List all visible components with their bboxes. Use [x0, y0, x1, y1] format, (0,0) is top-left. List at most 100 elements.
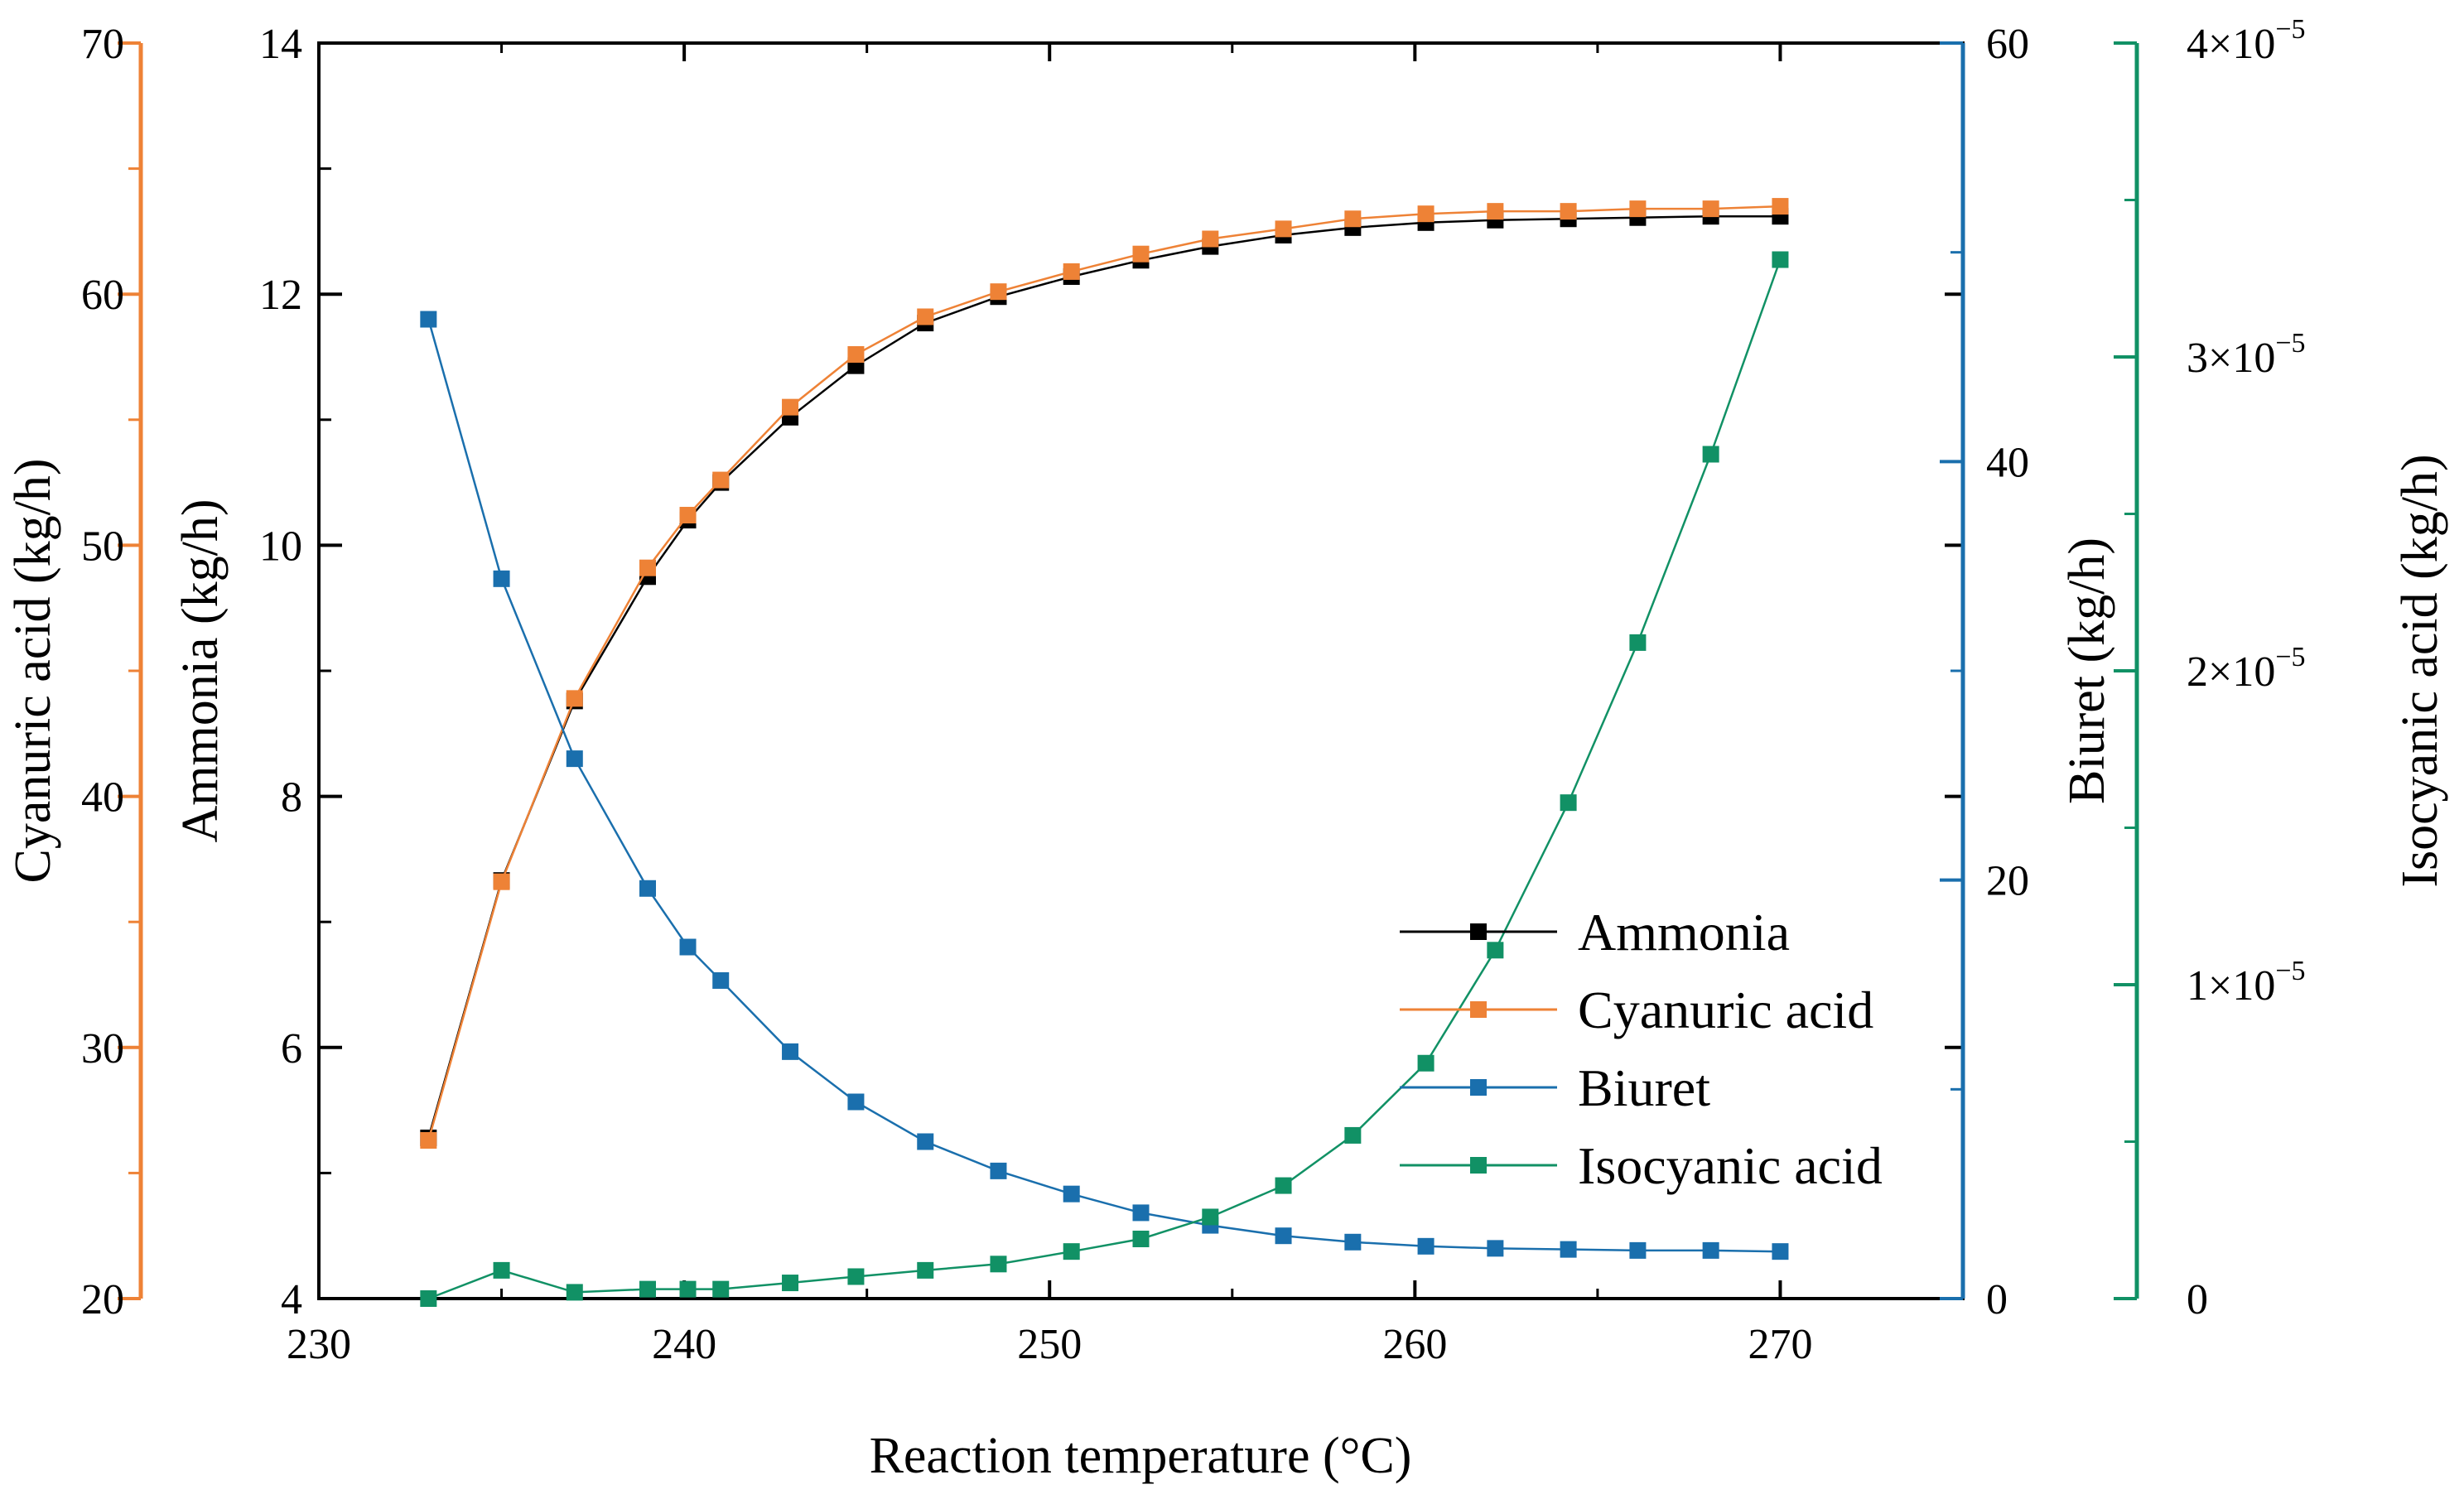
ammonia-tick-value: 14: [259, 21, 302, 68]
point-isocyanic: [639, 1280, 656, 1298]
legend-label: Isocyanic acid: [1578, 1136, 1883, 1195]
biuret-tick-label: 20: [1986, 858, 2029, 905]
point-isocyanic: [1772, 251, 1789, 268]
point-cyanuric: [1560, 203, 1577, 220]
point-isocyanic: [1702, 446, 1719, 463]
legend-label: Ammonia: [1578, 903, 1790, 962]
cyanuric-tick-value: 30: [81, 1025, 124, 1072]
point-cyanuric: [990, 283, 1007, 301]
point-biuret: [420, 311, 437, 328]
isocyanic-tick-value: 4×10: [2187, 21, 2275, 68]
point-isocyanic: [1344, 1126, 1362, 1144]
point-biuret: [493, 570, 510, 587]
point-isocyanic: [1202, 1208, 1219, 1226]
point-biuret: [1344, 1233, 1362, 1251]
point-isocyanic: [712, 1280, 730, 1298]
biuret-tick-label: 60: [1986, 21, 2029, 68]
point-isocyanic: [917, 1261, 934, 1279]
cyanuric-tick-value: 70: [81, 21, 124, 68]
point-biuret: [1417, 1237, 1435, 1255]
biuret-axis-title: Biuret (kg/h): [2059, 537, 2115, 804]
point-isocyanic: [1275, 1177, 1292, 1194]
point-isocyanic: [1132, 1230, 1150, 1247]
isocyanic-axis-title: Isocyanic acid (kg/h): [2392, 454, 2448, 887]
point-cyanuric: [1629, 200, 1647, 218]
point-cyanuric: [782, 398, 799, 416]
isocyanic-tick-value: 3×10: [2187, 335, 2275, 382]
point-biuret: [847, 1093, 865, 1111]
point-biuret: [1772, 1243, 1789, 1260]
cyanuric-tick-label: 40: [81, 774, 124, 822]
biuret-tick-value: 0: [1986, 1276, 2008, 1323]
isocyanic-tick-value: 0: [2187, 1276, 2208, 1323]
point-cyanuric: [1275, 220, 1292, 238]
legend-marker-biuret: [1470, 1079, 1487, 1096]
point-isocyanic: [420, 1290, 437, 1307]
ammonia-tick-label: 10: [259, 523, 302, 570]
cyanuric-tick-label: 20: [81, 1276, 124, 1323]
ammonia-tick-value: 6: [281, 1025, 302, 1072]
cyanuric-tick-label: 60: [81, 272, 124, 319]
point-isocyanic: [566, 1284, 583, 1301]
point-biuret: [917, 1133, 934, 1150]
point-biuret: [679, 938, 697, 956]
point-cyanuric: [493, 873, 510, 890]
point-isocyanic: [679, 1280, 697, 1298]
isocyanic-tick-value: 2×10: [2187, 648, 2275, 696]
point-biuret: [566, 750, 583, 768]
biuret-tick-value: 60: [1986, 21, 2029, 68]
x-tick-label: 240: [652, 1321, 716, 1368]
cyanuric-tick-label: 70: [81, 21, 124, 68]
isocyanic-tick-label: 0: [2187, 1276, 2208, 1323]
ammonia-axis-title: Ammonia (kg/h): [172, 499, 229, 843]
cyanuric-tick-label: 30: [81, 1025, 124, 1072]
point-isocyanic: [782, 1275, 799, 1292]
point-isocyanic: [1417, 1054, 1435, 1072]
x-tick-label: 250: [1017, 1321, 1082, 1368]
point-biuret: [1702, 1241, 1719, 1259]
cyanuric-tick-value: 20: [81, 1276, 124, 1323]
point-cyanuric: [847, 345, 865, 363]
point-biuret: [1629, 1241, 1647, 1259]
point-biuret: [639, 880, 656, 897]
point-cyanuric: [712, 471, 730, 489]
cyanuric-tick-label: 50: [81, 523, 124, 570]
biuret-tick-label: 40: [1986, 439, 2029, 486]
cyanuric-tick-value: 40: [81, 774, 124, 822]
point-isocyanic: [847, 1268, 865, 1285]
point-cyanuric: [1132, 245, 1150, 263]
cyanuric-axis-title: Cyanuric acid (kg/h): [5, 458, 61, 883]
isocyanic-tick-exponent: −5: [2275, 956, 2305, 986]
isocyanic-tick-exponent: −5: [2275, 642, 2305, 672]
series-layer: [420, 198, 1789, 1307]
ammonia-tick-value: 8: [281, 774, 302, 822]
point-cyanuric: [1202, 230, 1219, 248]
point-biuret: [1132, 1204, 1150, 1222]
point-cyanuric: [917, 308, 934, 325]
isocyanic-tick-exponent: −5: [2275, 328, 2305, 359]
isocyanic-tick-value: 1×10: [2187, 962, 2275, 1010]
point-cyanuric: [1063, 263, 1080, 280]
legend-label: Biuret: [1578, 1058, 1710, 1117]
point-cyanuric: [679, 507, 697, 524]
point-cyanuric: [1417, 205, 1435, 223]
point-isocyanic: [493, 1261, 510, 1279]
legend-marker-cyanuric: [1470, 1001, 1487, 1018]
x-tick-label: 270: [1748, 1321, 1812, 1368]
point-cyanuric: [420, 1131, 437, 1149]
legend-marker-ammonia: [1470, 923, 1487, 940]
cyanuric-tick-value: 50: [81, 523, 124, 570]
ammonia-tick-label: 14: [259, 21, 302, 68]
point-cyanuric: [566, 690, 583, 707]
point-biuret: [1560, 1241, 1577, 1258]
point-cyanuric: [1772, 198, 1789, 215]
point-isocyanic: [1560, 794, 1577, 812]
ammonia-tick-label: 12: [259, 272, 302, 319]
ammonia-tick-label: 4: [281, 1276, 302, 1323]
point-cyanuric: [639, 559, 656, 576]
biuret-tick-value: 20: [1986, 858, 2029, 905]
biuret-tick-value: 40: [1986, 439, 2029, 486]
cyanuric-tick-value: 60: [81, 272, 124, 319]
